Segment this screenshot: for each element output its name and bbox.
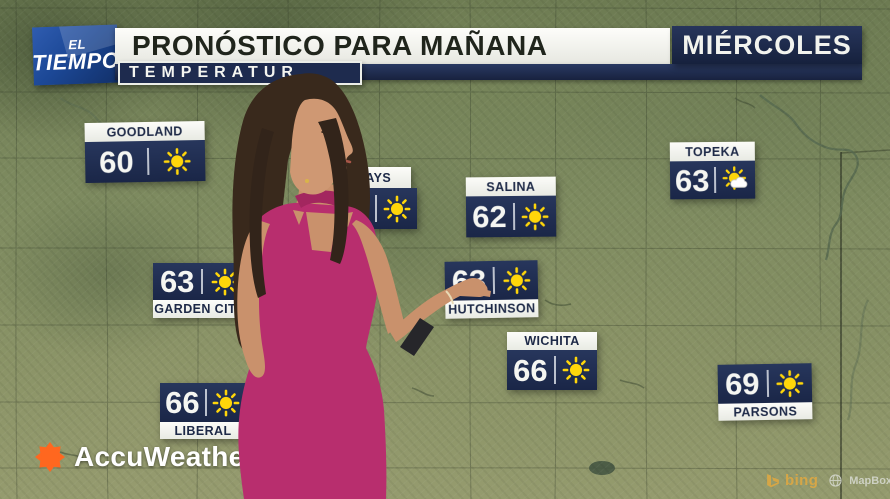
temperature-box: 60 [84, 139, 206, 184]
divider [204, 389, 207, 416]
temperature-box: 66 [160, 383, 246, 422]
city-label-hutchinson: HUTCHINSON 63 [444, 260, 539, 319]
sunny-icon [207, 389, 246, 417]
temperature-value: 66 [165, 385, 200, 420]
sunny-icon [768, 369, 812, 398]
creek-marks [59, 97, 756, 471]
city-label-garden-city: GARDEN CITY 63 [153, 263, 246, 318]
city-label-wichita: WICHITA 66 [507, 332, 597, 390]
lake-shape [589, 461, 615, 475]
city-label-goodland: GOODLAND 60 [84, 120, 206, 184]
accuweather-sun-icon [35, 442, 65, 472]
sunny-icon [203, 268, 246, 296]
city-label-topeka: TOPEKA 63 [669, 141, 756, 200]
globe-icon [829, 474, 842, 487]
sunny-icon [149, 146, 205, 175]
temperature-box: 66 [507, 350, 597, 390]
day-label: MIÉRCOLES [682, 29, 852, 60]
mapbox-wordmark: MapBox [849, 474, 890, 487]
city-name: GARDEN CITY [153, 300, 246, 318]
temperature-box: 69 [717, 363, 813, 404]
bing-wordmark: bing [785, 472, 819, 489]
city-label-parsons: PARSONS 69 [717, 363, 813, 421]
divider [553, 356, 556, 384]
city-name: WICHITA [507, 332, 597, 350]
city-name: LIBERAL [160, 422, 246, 439]
sunny-icon [377, 195, 417, 223]
divider [201, 268, 204, 295]
city-label-liberal: LIBERAL 66 [160, 383, 246, 439]
temperature-box: 62 [465, 195, 557, 238]
accuweather-wordmark: AccuWeather [74, 441, 256, 472]
temperature-box: 63 [669, 160, 756, 200]
temperature-box: 63 [444, 260, 539, 301]
sunny-icon [556, 356, 597, 384]
sunny-icon [515, 202, 556, 230]
temperature-value: 63 [159, 264, 195, 299]
accuweather-logo: AccuWeather [34, 441, 256, 473]
city-label-salina: SALINA 62 [465, 176, 557, 238]
map-attribution: bing MapBox [766, 472, 890, 489]
temperature-value: 66 [513, 352, 548, 388]
partly-cloudy-icon [716, 166, 755, 194]
temperature-box: 63 [153, 263, 246, 300]
sunny-icon [495, 266, 538, 295]
page-title: PRONÓSTICO PARA MAÑANA [132, 30, 548, 61]
day-banner: MIÉRCOLES [672, 26, 862, 64]
title-bar: PRONÓSTICO PARA MAÑANA [115, 28, 670, 64]
bing-icon [767, 474, 779, 488]
